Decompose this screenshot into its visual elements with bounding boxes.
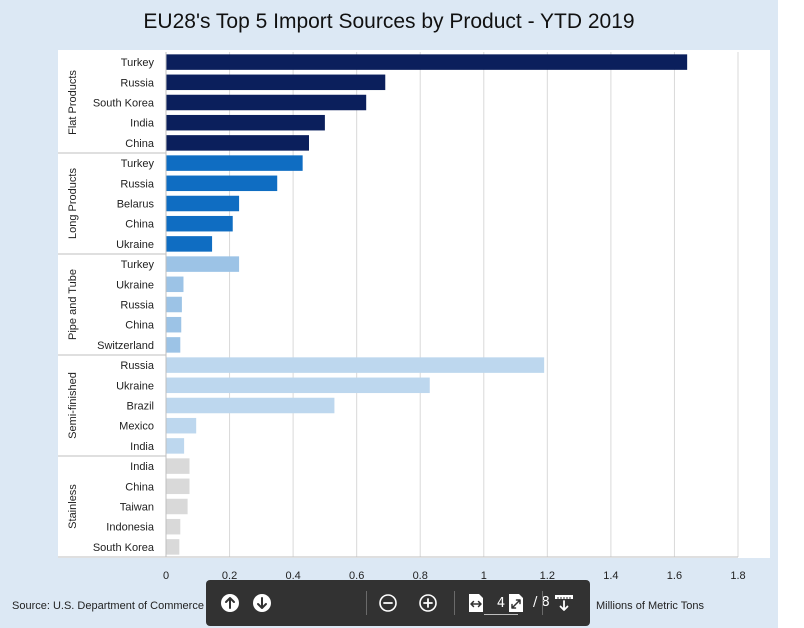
category-label: India — [130, 461, 155, 473]
fit-width-icon — [469, 594, 483, 612]
group-label: Pipe and Tube — [67, 269, 79, 340]
bar — [166, 518, 181, 535]
bar — [166, 377, 430, 394]
next-page-button[interactable] — [250, 591, 274, 615]
category-label: Ukraine — [116, 380, 154, 392]
category-label: Turkey — [121, 158, 155, 170]
fit-width-button[interactable] — [464, 591, 488, 615]
x-tick-label: 0.2 — [222, 570, 237, 582]
bar — [166, 256, 240, 272]
category-label: Russia — [120, 360, 155, 372]
bar — [166, 94, 367, 111]
bar — [166, 155, 303, 171]
category-label: South Korea — [93, 98, 155, 110]
category-label: India — [130, 118, 155, 130]
bar — [166, 236, 213, 252]
category-label: Taiwan — [120, 502, 154, 514]
bar — [166, 397, 335, 414]
bar — [166, 438, 185, 454]
x-tick-label: 1.6 — [667, 570, 682, 582]
chart-title: EU28's Top 5 Import Sources by Product -… — [143, 10, 635, 33]
x-tick-label: 1.4 — [603, 570, 618, 582]
arrow-up-icon — [221, 594, 239, 612]
x-tick-label: 0 — [163, 570, 169, 582]
zoom-in-icon — [419, 594, 437, 612]
category-label: China — [125, 138, 155, 150]
x-tick-label: 1 — [481, 570, 487, 582]
bar — [166, 175, 278, 192]
category-label: China — [125, 219, 155, 231]
bar — [166, 498, 188, 515]
fit-page-icon — [509, 594, 523, 612]
source-note: Source: U.S. Department of Commerce — [12, 600, 204, 612]
bar — [166, 316, 182, 333]
category-label: China — [125, 320, 155, 332]
category-label: Russia — [120, 77, 155, 89]
category-label: Ukraine — [116, 279, 154, 291]
bar — [166, 74, 386, 91]
category-label: South Korea — [93, 542, 155, 554]
previous-page-button[interactable] — [218, 591, 242, 615]
group-label: Flat Products — [67, 70, 79, 135]
category-label: Turkey — [121, 57, 155, 69]
bar — [166, 114, 325, 131]
group-label: Long Products — [67, 168, 79, 239]
bar — [166, 478, 190, 495]
slide-background: EU28's Top 5 Import Sources by Product -… — [0, 0, 778, 628]
download-button[interactable] — [552, 591, 576, 615]
toolbar-divider — [454, 591, 455, 615]
category-label: Belarus — [117, 199, 155, 211]
bar — [166, 296, 182, 313]
bar — [166, 337, 181, 353]
category-label: Russia — [120, 178, 155, 190]
pdf-viewer-toolbar: / 8 — [206, 580, 590, 626]
category-label: Turkey — [121, 259, 155, 271]
x-tick-label: 1.8 — [730, 570, 745, 582]
toolbar-divider — [542, 591, 543, 615]
category-label: Ukraine — [116, 239, 154, 251]
x-tick-label: 0.8 — [413, 570, 428, 582]
category-label: Brazil — [126, 401, 154, 413]
bar — [166, 195, 240, 212]
zoom-out-button[interactable] — [376, 591, 400, 615]
category-label: Switzerland — [97, 340, 154, 352]
zoom-in-button[interactable] — [416, 591, 440, 615]
page-count: / 8 — [533, 595, 550, 610]
zoom-out-icon — [379, 594, 397, 612]
category-label: India — [130, 441, 155, 453]
category-label: Russia — [120, 300, 155, 312]
bar — [166, 357, 545, 373]
download-icon — [555, 595, 573, 611]
toolbar-divider — [366, 591, 367, 615]
x-tick-label: 1.2 — [540, 570, 555, 582]
bar-chart: 0 0.2 0.4 0.6 0.8 1 1.2 1.4 1.6 1.8 Turkey Russia So… — [58, 52, 746, 582]
category-label: Mexico — [119, 421, 154, 433]
group-label: Semi-finished — [67, 372, 79, 439]
category-label: Indonesia — [106, 522, 155, 534]
arrow-down-icon — [253, 594, 271, 612]
bar — [166, 54, 688, 70]
group-label: Stainless — [67, 484, 79, 529]
category-label: China — [125, 481, 155, 493]
bar — [166, 539, 180, 555]
x-axis-label: Millions of Metric Tons — [596, 600, 704, 612]
bar — [166, 215, 233, 232]
bar — [166, 417, 197, 434]
bar — [166, 276, 184, 293]
bar — [166, 135, 309, 151]
fit-page-button[interactable] — [504, 591, 528, 615]
bar — [166, 458, 190, 474]
x-tick-label: 0.6 — [349, 570, 364, 582]
x-tick-label: 0.4 — [285, 570, 300, 582]
